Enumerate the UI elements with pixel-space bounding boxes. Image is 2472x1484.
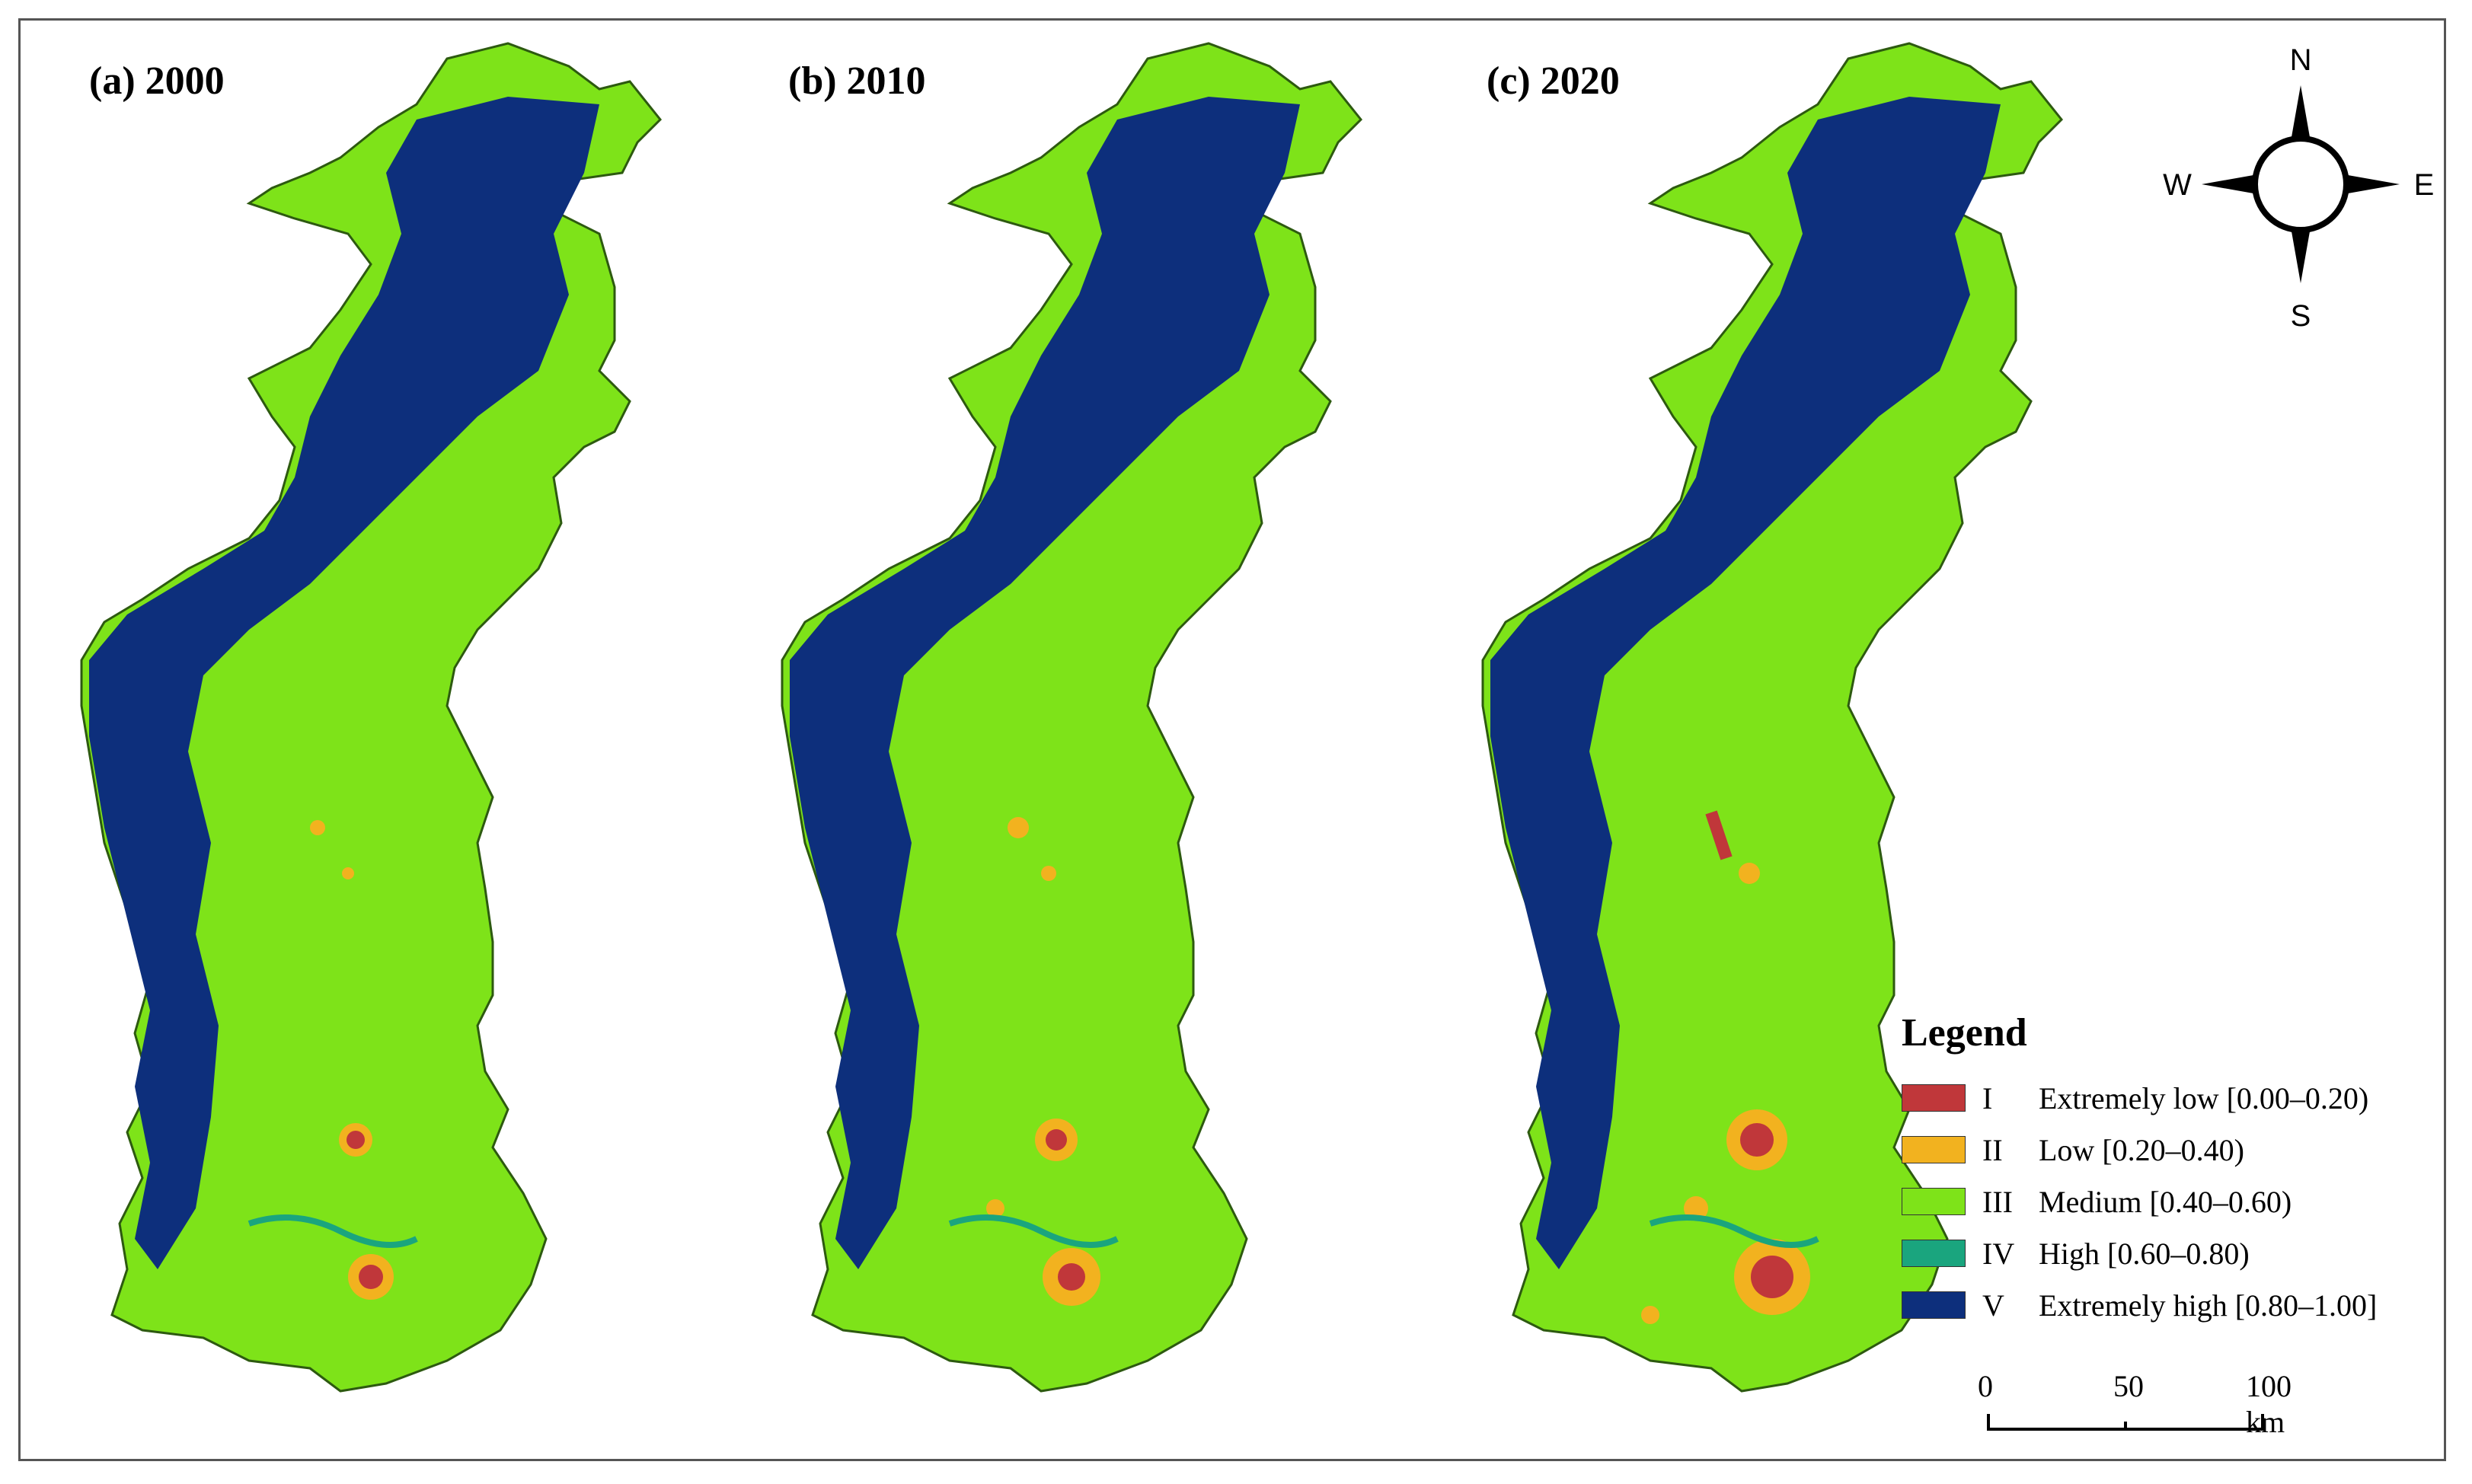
legend-class: II: [1982, 1132, 2003, 1167]
compass-n: N: [2290, 43, 2312, 77]
legend-swatch: [1902, 1084, 1966, 1112]
legend-item: IV High [0.60–0.80): [1902, 1227, 2435, 1279]
legend-swatch: [1902, 1291, 1966, 1319]
panel-title-2010: (b) 2010: [788, 59, 926, 103]
legend-text: Extremely high [0.80–1.00]: [2039, 1288, 2378, 1323]
panel-title-2000: (a) 2000: [89, 59, 225, 103]
scale-tick-50: 50: [2113, 1369, 2144, 1403]
legend-swatch: [1902, 1136, 1966, 1163]
panel-title-2020: (c) 2020: [1487, 59, 1620, 103]
legend-item: I Extremely low [0.00–0.20): [1902, 1072, 2435, 1124]
legend-class: V: [1982, 1288, 2004, 1323]
compass-s: S: [2291, 299, 2311, 333]
scale-tick-0: 0: [1978, 1369, 1993, 1403]
legend-text: Medium [0.40–0.60): [2039, 1184, 2292, 1219]
extremely-high-zone: [89, 97, 599, 1269]
map-panels: N S W E: [80, 42, 2434, 1393]
legend-title: Legend: [1902, 1011, 2027, 1055]
north-arrow-icon: N S W E: [2163, 43, 2434, 333]
legend-text: Low [0.20–0.40): [2039, 1132, 2244, 1167]
scale-bar: 0 50 100 km: [1978, 1368, 2292, 1444]
legend-item: III Medium [0.40–0.60): [1902, 1176, 2435, 1227]
map-panel-2020: [1481, 42, 2063, 1393]
scale-tick-100: 100 km: [2246, 1369, 2292, 1439]
legend-item: V Extremely high [0.80–1.00]: [1902, 1279, 2435, 1331]
legend-item: II Low [0.20–0.40): [1902, 1124, 2435, 1176]
figure-frame: (a) 2000 (b) 2010 (c) 2020: [18, 18, 2446, 1461]
extremely-high-zone: [1490, 97, 2001, 1269]
map-panel-2000: [80, 42, 662, 1393]
extremely-high-zone: [790, 97, 1300, 1269]
legend-class: I: [1982, 1080, 1993, 1115]
compass-e: E: [2414, 168, 2435, 202]
compass-w: W: [2163, 168, 2192, 202]
legend-class: IV: [1982, 1236, 2015, 1271]
map-panel-2010: [781, 42, 1362, 1393]
legend-swatch: [1902, 1240, 1966, 1267]
legend-class: III: [1982, 1184, 2013, 1219]
legend: Legend I Extremely low [0.00–0.20) II Lo…: [1902, 1010, 2435, 1331]
legend-text: Extremely low [0.00–0.20): [2039, 1080, 2369, 1115]
legend-swatch: [1902, 1188, 1966, 1215]
legend-text: High [0.60–0.80): [2039, 1236, 2250, 1271]
